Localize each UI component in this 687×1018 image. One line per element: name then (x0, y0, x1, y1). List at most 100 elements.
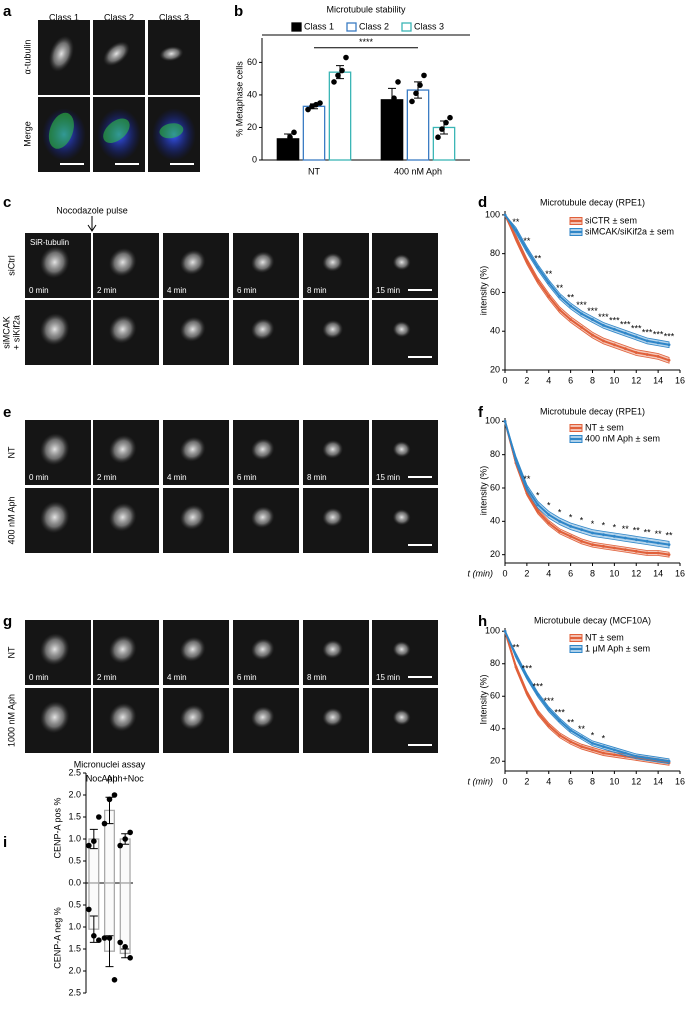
data-point (547, 294, 551, 298)
chart-title: Microtubule stability (326, 4, 406, 14)
time-label: 2 min (97, 473, 117, 482)
x-tick-label: 8 (590, 568, 595, 578)
panel-letter: c (3, 194, 11, 211)
row-label: + siKif2a (11, 315, 21, 350)
y-tick-label: 60 (490, 691, 500, 701)
data-point (291, 129, 297, 136)
series-line (504, 630, 670, 764)
data-point (580, 539, 583, 543)
time-label: 8 min (307, 286, 327, 295)
time-label: 6 min (237, 673, 257, 682)
data-point (569, 534, 573, 538)
time-label: 0 min (29, 286, 49, 295)
y-axis-label: intensity (%) (478, 466, 488, 516)
data-point (106, 935, 113, 941)
x-tick-label: 4 (546, 375, 551, 385)
spindle (39, 501, 70, 534)
data-point (503, 419, 507, 423)
data-point (514, 458, 518, 462)
chart-title: Microtubule decay (MCF10A) (534, 615, 651, 625)
data-point (547, 521, 551, 525)
data-point (417, 82, 423, 88)
significance-label: * (591, 519, 595, 529)
data-point (580, 312, 583, 316)
significance-label: *** (598, 312, 609, 322)
data-point (558, 308, 562, 312)
data-point (96, 814, 102, 820)
data-point (305, 106, 311, 113)
y-tick-label: 40 (490, 723, 500, 733)
data-point (86, 842, 92, 849)
y-tick-label: 60 (490, 287, 500, 297)
legend-label: siCTR ± sem (585, 215, 637, 225)
spindle (103, 118, 130, 143)
spindle (108, 434, 137, 464)
spindle (39, 633, 70, 666)
data-point (602, 324, 605, 327)
spindle (322, 639, 344, 659)
spindle (159, 46, 184, 62)
data-point (623, 331, 627, 335)
panel-letter: d (478, 194, 487, 211)
significance-label: * (580, 516, 584, 526)
data-point (91, 933, 97, 939)
y-tick-label: 1.0 (68, 833, 81, 843)
chart-title: Microtubule decay (RPE1) (540, 406, 645, 416)
data-point (623, 751, 627, 755)
time-label: 2 min (97, 286, 117, 295)
significance-label: ** (523, 474, 531, 484)
data-point (409, 98, 415, 105)
series-line (504, 214, 670, 346)
legend-label: Class 1 (304, 21, 334, 31)
y-tick-label: 60 (247, 57, 257, 67)
row-label: siMCAK (1, 316, 11, 349)
spindle (392, 254, 411, 271)
data-point (279, 149, 285, 155)
data-point (439, 126, 445, 132)
data-point (101, 935, 108, 941)
data-point (547, 513, 551, 517)
data-point (558, 294, 562, 298)
legend-label: Class 2 (359, 21, 389, 31)
data-point (612, 748, 616, 752)
spindle (322, 707, 344, 727)
spindle (179, 436, 206, 462)
data-point (447, 114, 453, 121)
spindle (179, 249, 206, 275)
data-point (656, 758, 660, 762)
category-label: 400 nM Aph (394, 166, 442, 176)
y-axis-label: intensity (%) (478, 266, 488, 316)
row-label: α-tubulin (22, 40, 32, 75)
y-tick-label: 40 (490, 326, 500, 336)
data-point (503, 629, 507, 633)
significance-label: *** (664, 331, 675, 341)
x-tick-label: 2 (524, 375, 529, 385)
x-tick-label: 10 (609, 568, 619, 578)
y-tick-label: 100 (485, 626, 500, 636)
significance-label: * (569, 512, 573, 522)
data-point (101, 820, 108, 827)
y-tick-label: 0.0 (68, 877, 81, 887)
data-point (547, 707, 551, 711)
significance-label: ** (523, 236, 531, 246)
spindle (48, 35, 74, 72)
y-tick-label: 60 (490, 482, 500, 492)
x-tick-label: 14 (653, 776, 663, 786)
data-point (667, 553, 671, 557)
panel-letter: h (478, 613, 487, 630)
time-label: 4 min (167, 673, 187, 682)
time-label: 6 min (237, 286, 257, 295)
x-tick-label: 0 (502, 568, 507, 578)
significance-label: *** (653, 329, 664, 339)
data-point (623, 548, 627, 552)
y-tick-label: 20 (247, 122, 257, 132)
series-line (504, 421, 670, 546)
data-point (111, 977, 118, 983)
significance-label: *** (587, 306, 598, 316)
data-point (514, 654, 518, 658)
column-label: Class 3 (159, 12, 189, 22)
data-point (612, 534, 616, 538)
data-point (569, 524, 573, 528)
data-point (525, 675, 529, 679)
time-label: 8 min (307, 473, 327, 482)
